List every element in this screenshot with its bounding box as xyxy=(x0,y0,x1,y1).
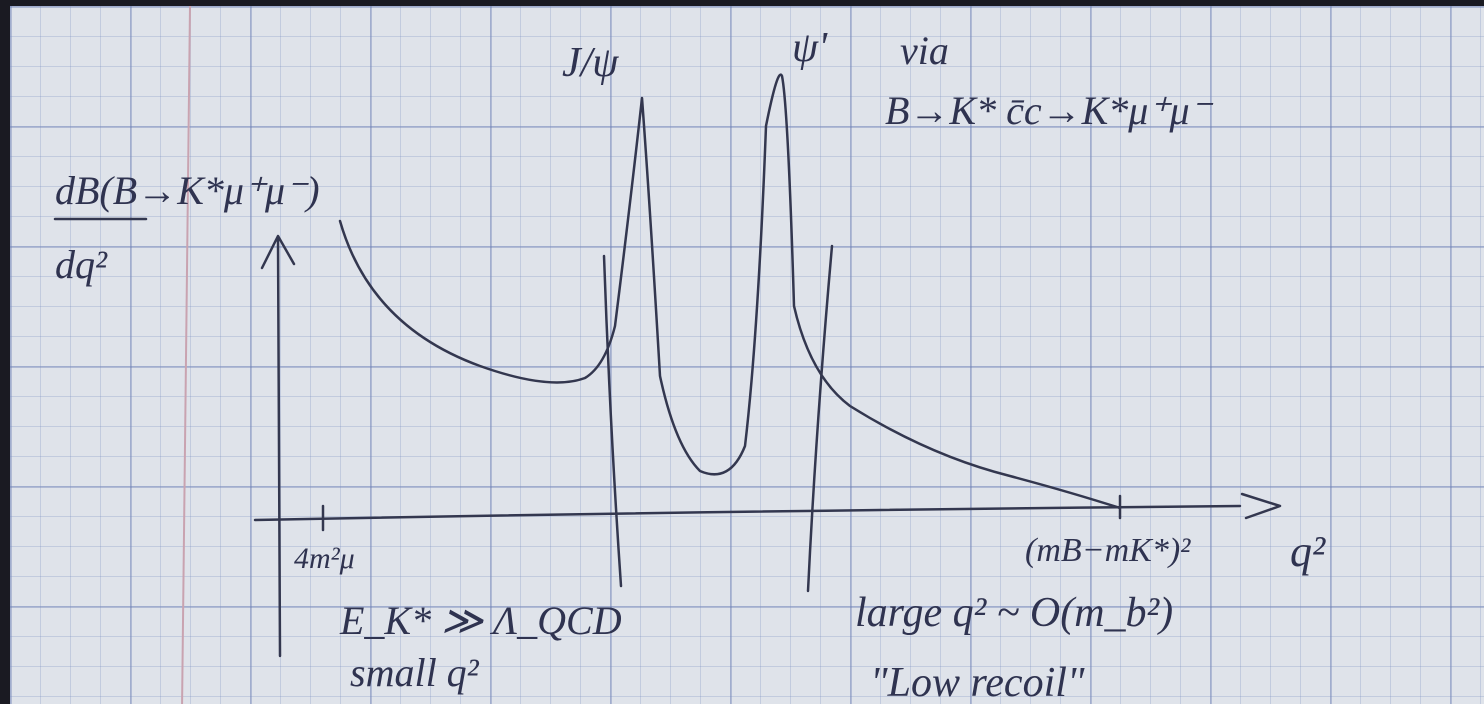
decay-chain: B→K* c̄c→K*μ⁺μ⁻ xyxy=(885,88,1214,133)
divider-low xyxy=(602,254,623,588)
high-region-line2: "Low recoil" xyxy=(870,660,1085,704)
sketch: dB(B→K*μ⁺μ⁻) dq² J/ψ ψ' via B→K* c̄c→K*μ… xyxy=(53,6,1326,704)
x-axis xyxy=(253,492,1282,522)
high-region-line1: large q² ~ O(m_b²) xyxy=(855,590,1173,636)
divider-high xyxy=(806,244,834,593)
y-axis-label-top: dB(B→K*μ⁺μ⁻) xyxy=(55,168,320,213)
y-axis xyxy=(260,234,296,658)
low-region-line1: E_K* ≫ Λ_QCD xyxy=(339,598,622,643)
jpsi-label: J/ψ xyxy=(562,40,619,86)
spectrum-curve xyxy=(338,73,1122,510)
high-marker-label: (mB−mK*)² xyxy=(1025,532,1191,569)
low-region-line2: small q² xyxy=(350,650,480,695)
x-axis-label: q² xyxy=(1290,527,1326,576)
psi-prime-label: ψ' xyxy=(792,25,828,71)
y-axis-label-bottom: dq² xyxy=(55,242,108,287)
paper-margin xyxy=(181,6,191,704)
via-label: via xyxy=(900,28,949,73)
low-marker-label: 4m²μ xyxy=(294,542,355,575)
